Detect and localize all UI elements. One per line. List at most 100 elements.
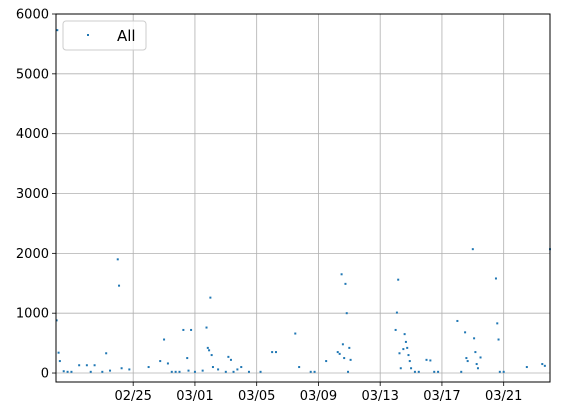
- data-point: [174, 370, 177, 373]
- data-point: [465, 357, 468, 360]
- data-point: [208, 349, 211, 352]
- data-point: [128, 368, 131, 371]
- data-point: [163, 338, 166, 341]
- data-point: [397, 278, 400, 281]
- data-point: [211, 366, 214, 369]
- data-point: [338, 352, 341, 355]
- data-point: [205, 326, 208, 329]
- data-point: [147, 366, 150, 369]
- data-point: [271, 351, 274, 354]
- data-point: [429, 359, 432, 362]
- x-tick-label: 02/25: [114, 389, 151, 404]
- data-point: [55, 319, 58, 322]
- data-point: [166, 362, 169, 365]
- data-point: [399, 367, 402, 370]
- data-point: [93, 364, 96, 367]
- data-point: [298, 366, 301, 369]
- data-point: [224, 370, 227, 373]
- y-axis: 0 1000 2000 3000 4000 5000 6000: [16, 8, 56, 382]
- data-point: [190, 328, 193, 331]
- data-point: [193, 370, 196, 373]
- data-point: [227, 355, 230, 358]
- data-point: [313, 370, 316, 373]
- data-point: [502, 370, 505, 373]
- legend-label: All: [117, 27, 136, 45]
- y-tick-label: 4000: [16, 127, 49, 142]
- data-point: [170, 370, 173, 373]
- data-point: [294, 332, 297, 335]
- x-tick-label: 03/01: [176, 389, 213, 404]
- x-tick-label: 03/09: [300, 389, 337, 404]
- data-point: [425, 358, 428, 361]
- data-point: [433, 370, 436, 373]
- data-point: [186, 357, 189, 360]
- data-point: [247, 370, 250, 373]
- data-point: [57, 351, 60, 354]
- data-point: [543, 364, 546, 367]
- data-point: [413, 370, 416, 373]
- plot-frame: [55, 13, 551, 383]
- data-point: [404, 340, 407, 343]
- data-point: [259, 370, 262, 373]
- data-point: [479, 356, 482, 359]
- data-point: [407, 354, 410, 357]
- data-point: [343, 357, 346, 360]
- data-point: [336, 351, 339, 354]
- x-tick-label: 03/05: [238, 389, 275, 404]
- data-point: [101, 370, 104, 373]
- y-tick-label: 0: [41, 367, 49, 382]
- data-point: [89, 370, 92, 373]
- data-point: [496, 322, 499, 325]
- data-point: [309, 370, 312, 373]
- data-point: [466, 360, 469, 363]
- data-point: [348, 346, 351, 349]
- data-point: [120, 367, 123, 370]
- data-point: [217, 368, 220, 371]
- legend-box: [62, 20, 147, 51]
- data-point: [109, 369, 112, 372]
- data-point: [182, 328, 185, 331]
- data-point: [341, 343, 344, 346]
- data-point: [460, 370, 463, 373]
- data-point: [58, 360, 61, 363]
- data-point: [201, 369, 204, 372]
- data-point: [402, 348, 405, 351]
- y-tick-label: 6000: [16, 8, 49, 23]
- data-point: [398, 352, 401, 355]
- legend-marker: [87, 34, 89, 36]
- data-point: [417, 370, 420, 373]
- data-point: [475, 363, 478, 366]
- data-point: [476, 367, 479, 370]
- x-tick-label: 03/21: [485, 389, 522, 404]
- data-point: [406, 346, 409, 349]
- data-point: [395, 311, 398, 314]
- y-tick-label: 5000: [16, 67, 49, 82]
- data-point: [118, 284, 121, 287]
- data-point: [240, 366, 243, 369]
- y-tick-label: 1000: [16, 307, 49, 322]
- data-point: [340, 273, 343, 276]
- data-point: [236, 368, 239, 371]
- x-axis: 02/25 03/01 03/05 03/09 03/13 03/17 03/21: [114, 382, 522, 404]
- data-point: [187, 369, 190, 372]
- data-point: [325, 360, 328, 363]
- data-point: [62, 370, 65, 373]
- data-point: [471, 248, 474, 251]
- data-points: [55, 29, 551, 373]
- data-point: [464, 331, 467, 334]
- data-point: [345, 312, 348, 315]
- legend: All: [62, 20, 147, 51]
- data-point: [66, 370, 69, 373]
- data-point: [473, 337, 476, 340]
- data-point: [78, 364, 81, 367]
- data-point: [437, 370, 440, 373]
- data-point: [474, 351, 477, 354]
- data-point: [210, 354, 213, 357]
- data-point: [232, 370, 235, 373]
- data-point: [349, 358, 352, 361]
- data-point: [209, 296, 212, 299]
- data-point: [116, 258, 119, 261]
- y-tick-label: 3000: [16, 187, 49, 202]
